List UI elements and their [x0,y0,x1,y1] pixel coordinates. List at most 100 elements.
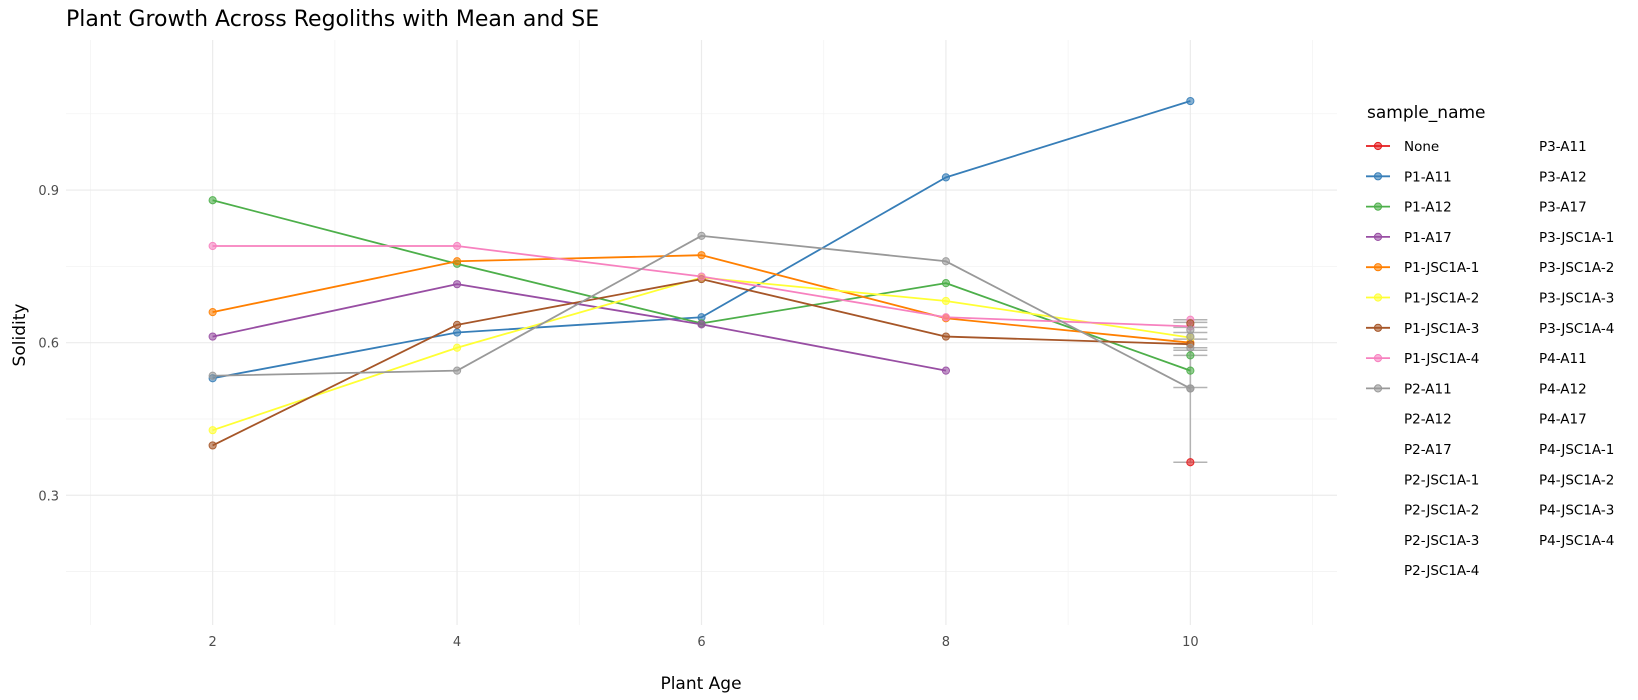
data-point [941,296,951,306]
legend-title: sample_name [1367,103,1486,123]
legend-item: P3-A11 [1539,139,1587,155]
x-axis-title: Plant Age [660,674,741,694]
legend-label: P2-JSC1A-4 [1404,563,1479,579]
legend-label: P4-A17 [1539,412,1587,428]
legend-label: P4-JSC1A-1 [1539,442,1614,458]
legend-item: P4-A11 [1539,351,1587,367]
axis-ticks: 2 4 6 8 10 0.3 0.6 0.9 [38,184,1198,650]
data-points [208,96,1195,467]
legend-label: P1-JSC1A-4 [1404,351,1479,367]
legend-item: P2-A12 [1404,412,1452,428]
legend-item: P1-JSC1A-2 [1366,291,1479,307]
legend-item: P1-A12 [1366,200,1452,216]
legend-label: P1-JSC1A-1 [1404,260,1479,276]
data-point [1186,351,1195,360]
data-point [1186,366,1195,375]
legend-item: P4-JSC1A-4 [1539,533,1614,549]
legend-label: P2-A17 [1404,442,1452,458]
data-point [452,257,462,266]
y-tick-label: 0.3 [38,489,59,504]
data-point [1186,343,1195,352]
data-point [697,251,706,260]
data-point [941,366,951,375]
legend-label: P3-JSC1A-1 [1539,230,1614,246]
legend-item: P4-A17 [1539,412,1587,428]
data-point [941,173,951,182]
legend-label: P2-JSC1A-1 [1404,472,1479,488]
legend-item: P3-JSC1A-2 [1539,260,1614,276]
y-tick-label: 0.6 [38,337,59,352]
data-point [1186,458,1195,467]
data-point [1186,96,1195,106]
legend-label: P4-JSC1A-2 [1539,472,1614,488]
legend-item: P2-JSC1A-3 [1404,533,1479,549]
x-tick-label: 6 [697,635,705,650]
x-tick-label: 2 [209,635,217,650]
data-point [208,426,217,435]
data-point [941,332,951,341]
legend-item: P2-JSC1A-2 [1404,503,1479,519]
legend-item: P4-JSC1A-1 [1539,442,1614,458]
legend-key-point [1373,323,1383,332]
legend-key-point [1373,232,1383,241]
legend-item: None [1366,139,1439,155]
data-point [452,320,462,329]
data-point [208,441,217,450]
legend-label: P3-A17 [1539,200,1587,216]
data-point [452,328,462,337]
legend-item: P3-JSC1A-4 [1539,321,1614,337]
legend-item: P2-A17 [1404,442,1452,458]
legend-key-point [1373,202,1383,211]
data-point [208,332,217,341]
legend-label: P3-A12 [1539,169,1587,185]
legend-label: P4-A12 [1539,381,1587,397]
data-point [208,196,217,205]
legend-item: P1-JSC1A-3 [1366,321,1479,337]
legend-item: P4-JSC1A-2 [1539,472,1614,488]
y-tick-label: 0.9 [38,184,59,199]
legend-label: P2-A12 [1404,412,1452,428]
legend-label: P4-JSC1A-4 [1539,533,1614,549]
legend-item: P4-JSC1A-3 [1539,503,1614,519]
legend-item: P3-A12 [1539,169,1587,185]
legend-item: P1-A17 [1366,230,1452,246]
data-point [697,272,706,281]
data-point [697,320,706,329]
legend: sample_name None P1-A11 P1-A12 P1-A17 P1-JSC… [1366,103,1614,579]
legend-label: P1-A17 [1404,230,1452,246]
data-point [208,308,217,317]
legend-label: P1-JSC1A-3 [1404,321,1479,337]
legend-key-point [1373,354,1383,363]
legend-label: P1-JSC1A-2 [1404,291,1479,307]
legend-label: None [1404,139,1439,155]
data-point [452,343,462,352]
legend-item: P3-JSC1A-3 [1539,291,1614,307]
data-point [697,231,706,240]
legend-label: P4-JSC1A-3 [1539,503,1614,519]
data-point [208,371,217,380]
chart-title: Plant Growth Across Regoliths with Mean … [66,7,599,32]
x-tick-label: 4 [453,635,461,650]
legend-key-point [1373,263,1383,272]
data-point [452,280,462,289]
legend-label: P4-A11 [1539,351,1587,367]
data-point [208,241,217,251]
legend-item: P1-A11 [1366,169,1452,185]
legend-label: P2-JSC1A-2 [1404,503,1479,519]
y-axis-title: Solidity [10,304,30,367]
legend-item: P2-A11 [1366,381,1452,397]
data-point [452,366,462,375]
legend-key-point [1373,293,1383,302]
data-point [941,313,951,322]
legend-label: P3-JSC1A-4 [1539,321,1614,337]
legend-item: P1-JSC1A-1 [1366,260,1479,276]
x-tick-label: 8 [942,635,950,650]
data-point [1186,332,1195,341]
x-tick-label: 10 [1182,635,1199,650]
legend-item: P3-A17 [1539,200,1587,216]
data-point [941,257,951,266]
legend-label: P2-A11 [1404,381,1452,397]
legend-label: P1-A11 [1404,169,1452,185]
legend-label: P3-JSC1A-3 [1539,291,1614,307]
